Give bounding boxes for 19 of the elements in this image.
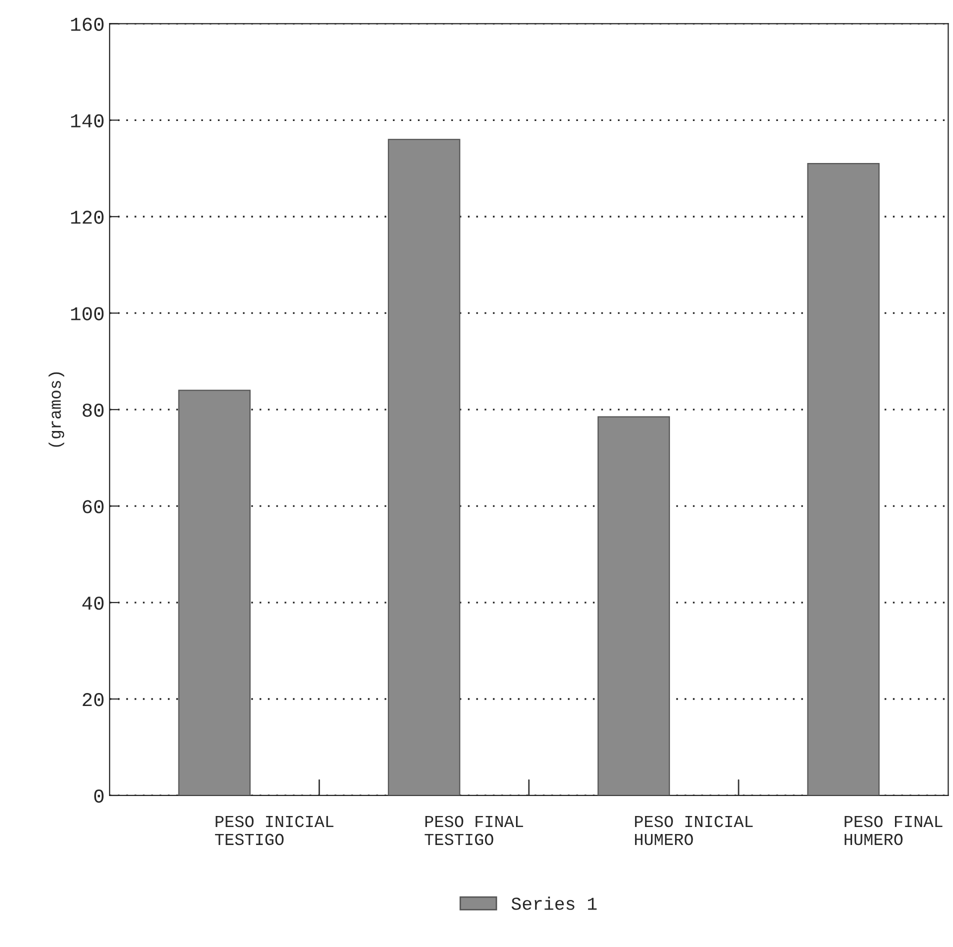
y-tick-label: 160	[71, 18, 104, 31]
y-tick-label: 20	[82, 693, 104, 706]
bar	[178, 390, 251, 796]
y-tick-label: 80	[82, 404, 104, 417]
y-tick-label: 0	[94, 790, 104, 803]
y-tick-label: 60	[82, 500, 104, 514]
y-tick-label: 40	[82, 596, 104, 610]
bar	[807, 163, 880, 796]
bar	[388, 138, 460, 796]
x-tick-label: PESO FINAL HUMERO	[844, 816, 942, 846]
x-tick-label: PESO INICIAL HUMERO	[635, 816, 753, 846]
y-axis-title: (gramos)	[48, 372, 64, 447]
x-tick-label: PESO FINAL TESTIGO	[424, 816, 524, 846]
y-tick-label: 100	[71, 307, 104, 320]
x-tick-label: PESO INICIAL TESTIGO	[215, 816, 334, 846]
bar	[598, 416, 670, 796]
y-tick-label: 140	[71, 114, 104, 128]
legend-label: Series 1	[512, 896, 597, 910]
y-tick-label: 120	[71, 210, 104, 224]
